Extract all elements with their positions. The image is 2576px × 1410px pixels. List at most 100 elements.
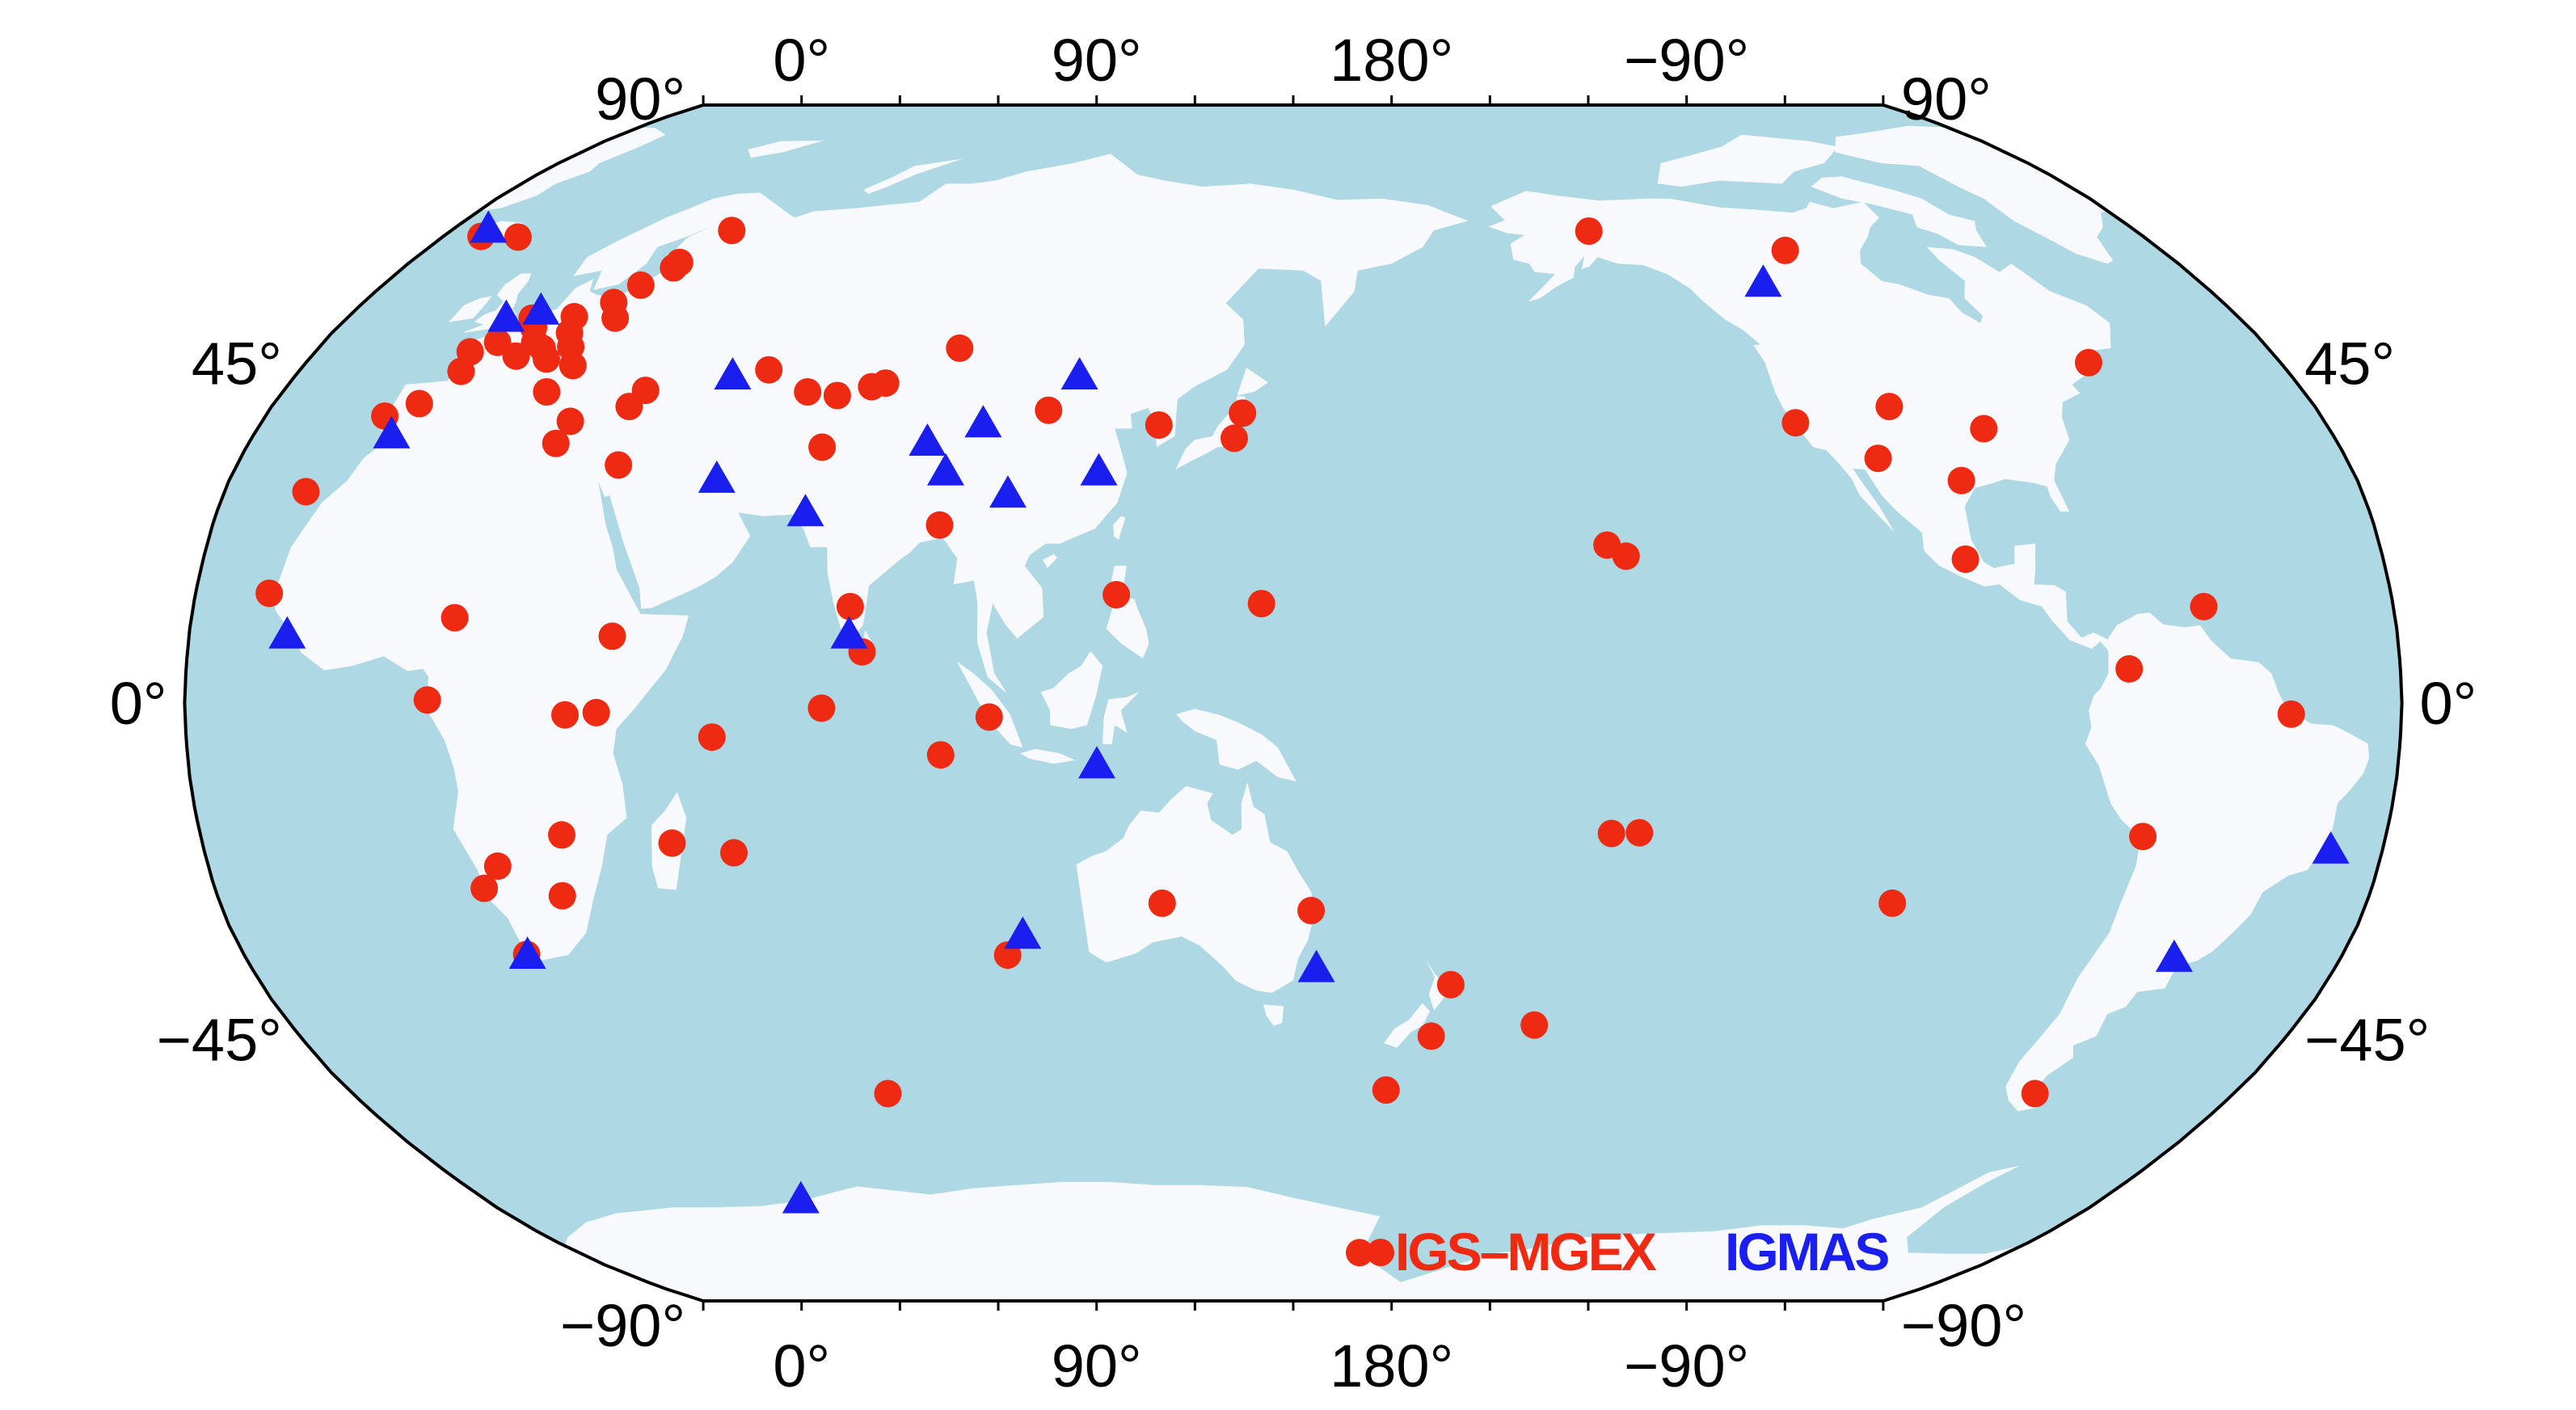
- igmas-station: [698, 460, 736, 493]
- igs-mgex-station: [556, 407, 584, 436]
- igs-mgex-station: [2129, 823, 2157, 851]
- igs-mgex-station: [1102, 581, 1131, 608]
- igs-mgex-station: [1221, 424, 1248, 452]
- igs-mgex-station: [2277, 700, 2305, 728]
- land-baffin: [1811, 176, 1987, 247]
- stations: [255, 210, 2350, 1267]
- igs-mgex-station: [1372, 1076, 1400, 1104]
- igmas-station: [909, 423, 947, 456]
- lon-label-bottom: 180°: [1330, 1332, 1453, 1399]
- lat-label-left: −90°: [560, 1292, 685, 1359]
- igs-mgex-station: [698, 723, 726, 751]
- lon-label-top: 90°: [1052, 27, 1142, 94]
- igs-mgex-station: [794, 378, 822, 406]
- igs-mgex-station: [447, 357, 475, 385]
- igs-mgex-station: [559, 351, 587, 380]
- igs-mgex-station: [1875, 393, 1904, 421]
- land-novaya-zemlya: [863, 158, 963, 194]
- igs-mgex-station: [720, 839, 748, 867]
- land-arctic-islands: [1657, 134, 1838, 187]
- igs-mgex-station: [470, 874, 499, 903]
- igs-mgex-station: [1593, 531, 1621, 559]
- land-borneo: [1040, 650, 1103, 730]
- igs-mgex-station: [926, 741, 955, 769]
- igs-mgex-station: [598, 622, 626, 650]
- igs-mgex-station: [836, 592, 864, 621]
- lon-label-bottom: 90°: [1052, 1332, 1142, 1399]
- lat-label-left: 45°: [192, 330, 282, 398]
- igs-mgex-station: [548, 882, 576, 910]
- igmas-station: [1297, 949, 1335, 983]
- lat-label-right: 0°: [2420, 670, 2477, 737]
- lon-label-bottom: −90°: [1624, 1332, 1749, 1399]
- igs-mgex-station: [551, 701, 579, 729]
- igmas-station: [927, 452, 964, 486]
- igmas-station: [522, 292, 560, 325]
- lat-label-right: 90°: [1901, 65, 1992, 133]
- igs-mgex-station: [2115, 654, 2144, 683]
- igs-mgex-station: [755, 356, 783, 384]
- land-novaya-zemlya: [2396, 158, 2402, 194]
- igs-mgex-station: [1035, 396, 1063, 424]
- igs-mgex-station: [808, 433, 837, 461]
- igs-mgex-station: [925, 511, 954, 539]
- igmas-station: [714, 357, 752, 389]
- lon-label-top: 180°: [1330, 27, 1453, 94]
- igs-mgex-station: [1951, 545, 1979, 573]
- igs-mgex-station: [658, 829, 686, 857]
- igs-mgex-station: [441, 604, 469, 632]
- igs-mgex-station: [1229, 399, 1257, 427]
- land-new-guinea: [1176, 709, 1296, 782]
- igmas-station: [373, 415, 411, 448]
- igmas-station: [508, 936, 546, 969]
- igmas-station: [786, 494, 824, 527]
- igmas-station: [1060, 357, 1098, 389]
- legend-igmas-label: IGMAS: [1725, 1222, 1888, 1282]
- igs-mgex-station: [582, 698, 610, 726]
- igs-mgex-station: [1771, 236, 1799, 264]
- igmas-station: [1004, 916, 1042, 949]
- land-hokkaido: [1237, 368, 1268, 396]
- igmas-station: [1744, 264, 1782, 297]
- igs-mgex-station: [483, 852, 512, 880]
- igs-mgex-station: [1625, 819, 1654, 847]
- land-antarctica: [184, 1165, 212, 1301]
- igmas-station: [487, 299, 525, 332]
- legend-igs-mgex-marker: [1367, 1239, 1394, 1266]
- igs-mgex-station: [1297, 896, 1326, 924]
- land-hainan: [1042, 553, 1057, 568]
- land-iceland: [2158, 221, 2215, 242]
- igmas-station: [782, 1181, 820, 1214]
- igs-mgex-station: [975, 703, 1003, 731]
- igs-mgex-station: [413, 686, 441, 714]
- igs-mgex-station: [1145, 411, 1173, 439]
- lon-label-bottom: 0°: [773, 1332, 830, 1399]
- lon-label-top: −90°: [1624, 27, 1749, 94]
- igmas-station: [964, 405, 1002, 438]
- lon-label-top: 0°: [773, 27, 830, 94]
- igs-mgex-station: [718, 217, 746, 245]
- igs-mgex-station: [631, 377, 660, 405]
- land-north-america: [1488, 191, 2369, 1112]
- land-svalbard: [748, 140, 824, 158]
- igs-mgex-station: [1864, 444, 1892, 473]
- igmas-station: [1080, 452, 1118, 486]
- igs-mgex-station: [504, 223, 532, 251]
- igs-mgex-station: [1436, 970, 1465, 999]
- igs-mgex-station: [1520, 1011, 1549, 1039]
- igs-mgex-station: [1878, 889, 1907, 917]
- igs-mgex-station: [1575, 217, 1603, 245]
- igs-mgex-station: [1970, 415, 1998, 443]
- frame-ticks: [702, 95, 1885, 1311]
- lat-label-right: −45°: [2304, 1006, 2430, 1073]
- legend-igs-mgex-label: IGS–MGEX: [1395, 1222, 1657, 1282]
- igs-mgex-station: [1148, 889, 1176, 917]
- land-arabia-gulf-fix: [685, 480, 703, 514]
- igs-mgex-station: [2075, 348, 2102, 377]
- land-great-britain: [462, 273, 532, 334]
- igs-mgex-station: [807, 694, 836, 722]
- lat-label-left: 0°: [110, 670, 167, 737]
- igmas-station: [1078, 746, 1115, 779]
- land-ireland: [2329, 296, 2366, 322]
